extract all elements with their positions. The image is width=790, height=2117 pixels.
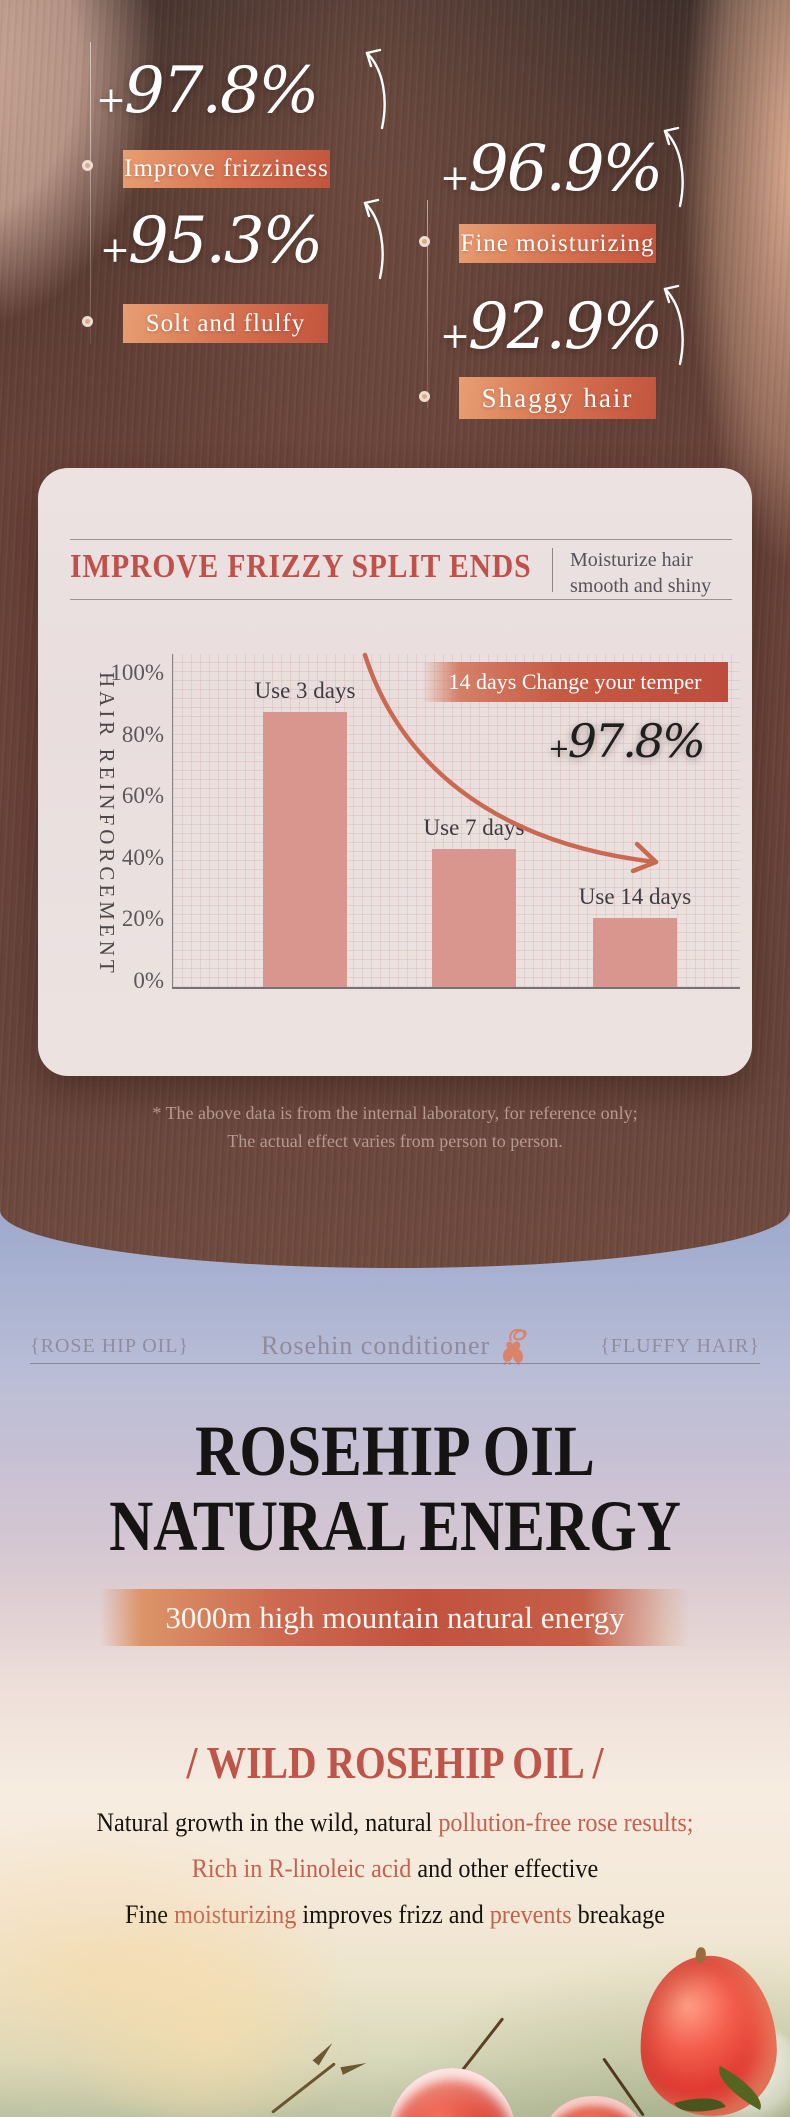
chart-subtitle: Moisturize hair smooth and shiny [570,549,712,597]
stat-label-badge: Improve frizziness [123,150,330,188]
y-axis-label: HAIR REINFORCEMENT [95,672,119,977]
tag-fluffy-hair: {FLUFFY HAIR} [600,1334,760,1357]
disclaimer-line1: * The above data is from the internal la… [152,1103,638,1123]
brand-name: Rosehin conditioner [261,1331,491,1360]
main-title: ROSEHIP OIL NATURAL ENERGY [59,1414,731,1564]
y-axis-line [172,654,173,988]
body-line2: Rich in R-linoleic acid and other effect… [191,1854,599,1883]
hero-hair-section: +97.8% Improve frizziness +95.3% Solt an… [0,0,790,1268]
chart-highlight-value: +97.8% [548,714,706,768]
x-axis-line [172,987,740,989]
divider [30,1363,760,1364]
bullet-dot [82,316,93,327]
mountain-energy-banner: 3000m high mountain natural energy [100,1589,690,1646]
connector-line-right [427,200,428,408]
disclaimer-text: * The above data is from the internal la… [0,1100,790,1156]
stat-value: +92.9% [440,290,663,364]
main-title-line1: ROSEHIP OIL [195,1411,595,1491]
rosehip-berry [388,2068,516,2117]
body-line1: Natural growth in the wild, natural poll… [96,1808,694,1837]
wild-rosehip-heading: / WILD ROSEHIP OIL / [186,1737,604,1788]
connector-line-left [90,42,91,344]
main-title-line2: NATURAL ENERGY [109,1486,681,1566]
disclaimer-line2: The actual effect varies from person to … [227,1130,563,1151]
stat-label-badge: Fine moisturizing [459,224,656,263]
chart-callout-badge: 14 days Change your temper [422,662,728,702]
bar-column: Use 14 days [579,884,691,987]
chart-card: IMPROVE FRIZZY SPLIT ENDS Moisturize hai… [38,468,752,1076]
berry-stem-tip [695,1946,707,1964]
rosehip-berry-icon [503,1328,527,1365]
divider [70,539,732,540]
brand-center: Rosehin conditioner [261,1327,528,1365]
bar-label: Use 3 days [254,678,356,703]
bullet-dot [419,236,430,247]
body-paragraph: Natural growth in the wild, natural poll… [28,1800,763,1938]
stat-label-badge: Solt and flulfy [123,304,328,343]
tag-rose-hip-oil: {ROSE HIP OIL} [30,1334,190,1357]
swoosh-arrow-icon [352,48,386,132]
rosehip-berry [635,1946,781,2117]
bullet-dot [419,391,430,402]
y-tick: 40% [121,845,164,870]
sunset-glow [40,1910,380,2117]
stat-value: +97.8% [96,54,319,128]
bar-label: Use 14 days [578,884,692,909]
swoosh-arrow-icon [650,284,684,368]
stat-value: +95.3% [100,204,323,278]
stat-label-badge: Shaggy hair [459,377,656,419]
divider [70,599,732,600]
y-tick: 100% [110,660,164,685]
stat-value: +96.9% [440,132,663,206]
swoosh-arrow-icon [650,126,684,210]
y-tick: 0% [133,968,164,993]
bar-use-3-days [263,712,347,987]
y-tick: 60% [121,783,164,808]
bar-column: Use 3 days [255,678,355,987]
trend-arrow-icon [362,652,659,874]
bar-use-14-days [593,918,677,987]
bullet-dot [82,160,93,171]
header-tags-row: {ROSE HIP OIL} Rosehin conditioner {FLUF… [30,1327,760,1365]
y-tick: 20% [121,906,164,931]
divider [552,548,553,592]
chart-title: IMPROVE FRIZZY SPLIT ENDS [70,548,532,585]
bar-use-7-days [432,849,516,987]
swoosh-arrow-icon [350,198,384,282]
y-tick: 80% [121,722,164,747]
